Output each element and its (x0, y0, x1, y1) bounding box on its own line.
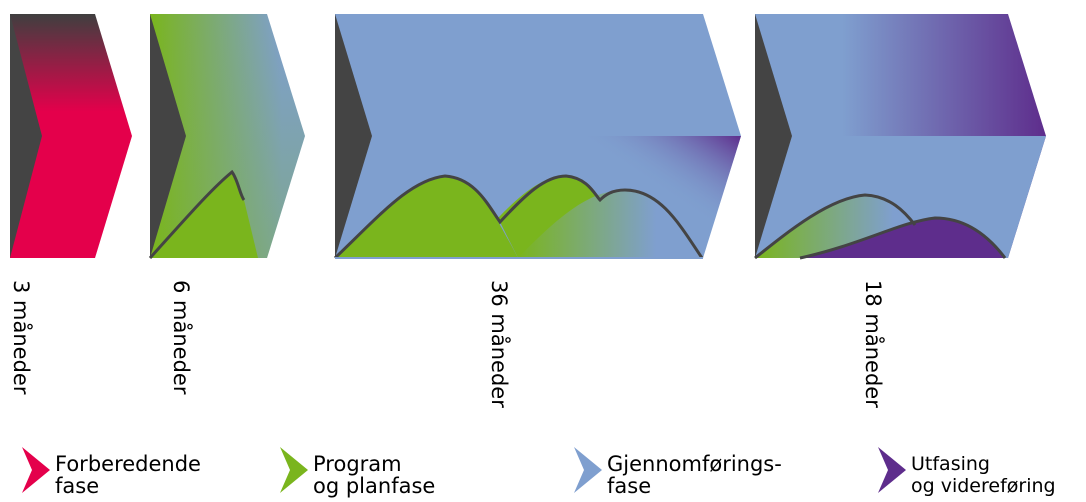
duration-label-program: 6 måneder (169, 280, 193, 395)
duration-label-forberedende: 3 måneder (9, 280, 33, 395)
legend-label-line1: Gjennomførings- (607, 452, 782, 476)
phase-program-arrow (148, 14, 305, 260)
legend-chevron-green-icon (280, 447, 308, 493)
phase-gjennomforing-arrow (333, 14, 741, 260)
phase-gjennomforing-hill-3 (518, 190, 702, 258)
duration-label-gjennomforing: 36 måneder (487, 280, 511, 408)
phase-forberedende-notch (10, 14, 42, 258)
legend-label-line1: Program (313, 452, 402, 476)
legend-label-line2: og planfase (313, 474, 436, 498)
phase-gjennomforing-notch (335, 14, 372, 258)
phase-utfasing-notch (755, 14, 792, 258)
phase-gjennomforing-hill-1 (335, 176, 518, 258)
phase-program-notch (150, 14, 186, 258)
phase-gjennomforing-hills-outline (333, 174, 704, 260)
legend-chevron-red-icon (22, 447, 50, 493)
legend-label-line2: fase (607, 474, 652, 498)
legend-chevron-purple-icon (878, 447, 906, 493)
phase-utfasing-hill-purple (800, 218, 1005, 258)
duration-label-utfasing: 18 måneder (861, 280, 885, 408)
phase-utfasing-hills-outline (754, 193, 1007, 260)
legend-label-line2: fase (55, 474, 100, 498)
legend-label-line1: Forberedende (55, 452, 201, 476)
phase-utfasing-arrow (754, 14, 1046, 260)
legend-label-line2: og videreføring (911, 475, 1056, 497)
phase-program-hill (150, 172, 258, 258)
legend-label-line1: Utfasing (911, 453, 990, 475)
phase-diagram (10, 14, 1046, 260)
phase-forberedende-shape (10, 14, 132, 258)
phase-program-hill-outline (148, 169, 246, 260)
legend-chevron-blue-icon (574, 447, 602, 493)
phase-program-top-shade (150, 14, 305, 258)
phase-forberedende-arrow (10, 14, 132, 258)
